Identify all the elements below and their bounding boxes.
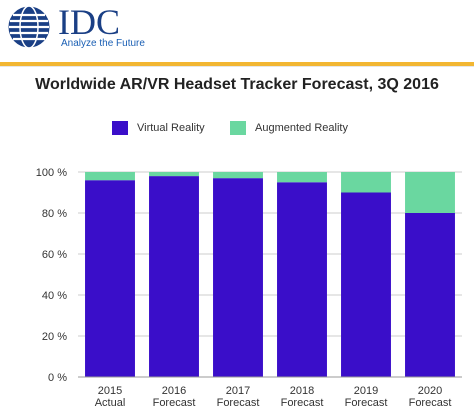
bar-virtual-reality [341, 192, 391, 377]
header-divider-shadow [0, 66, 474, 67]
x-tick-label: 2020 [418, 385, 442, 397]
y-tick-label: 20 % [42, 331, 67, 343]
bar-augmented-reality [277, 172, 327, 183]
y-tick-label: 0 % [48, 372, 67, 384]
x-tick-label: Forecast [217, 397, 260, 409]
x-tick-label: Forecast [345, 397, 388, 409]
bar-virtual-reality [149, 176, 199, 377]
globe-icon [7, 5, 51, 49]
chart-title: Worldwide AR/VR Headset Tracker Forecast… [35, 76, 439, 93]
brand-name: IDC [58, 2, 120, 42]
legend-item-augmented-reality: Augmented Reality [230, 120, 348, 136]
y-tick-label: 80 % [42, 208, 67, 220]
header-divider [0, 62, 474, 66]
y-tick-label: 60 % [42, 249, 67, 261]
bar-augmented-reality [405, 172, 455, 213]
x-tick-label: Forecast [409, 397, 452, 409]
y-tick-label: 40 % [42, 290, 67, 302]
x-tick-label: 2019 [354, 385, 378, 397]
legend-swatch-augmented-reality [230, 121, 246, 135]
x-tick-label: 2015 [98, 385, 122, 397]
chart-legend: Virtual Reality Augmented Reality [0, 120, 474, 136]
bar-augmented-reality [149, 172, 199, 177]
stacked-bar-chart: 0 %20 %40 %60 %80 %100 %2015Actual2016Fo… [36, 167, 462, 409]
idc-logo[interactable]: IDC Analyze the Future [6, 4, 206, 54]
legend-label-augmented-reality: Augmented Reality [255, 122, 348, 134]
brand-tagline: Analyze the Future [61, 38, 145, 49]
x-tick-label: Actual [95, 397, 126, 409]
bar-virtual-reality [213, 178, 263, 377]
bar-augmented-reality [85, 172, 135, 181]
bar-augmented-reality [341, 172, 391, 193]
x-tick-label: 2018 [290, 385, 314, 397]
header-bar: IDC Analyze the Future [0, 0, 474, 60]
bar-virtual-reality [277, 182, 327, 377]
x-tick-label: Forecast [281, 397, 324, 409]
bar-augmented-reality [213, 172, 263, 179]
y-tick-label: 100 % [36, 167, 67, 179]
legend-label-virtual-reality: Virtual Reality [137, 122, 205, 134]
legend-swatch-virtual-reality [112, 121, 128, 135]
x-tick-label: 2017 [226, 385, 250, 397]
bar-virtual-reality [405, 213, 455, 377]
bar-virtual-reality [85, 180, 135, 377]
x-tick-label: Forecast [153, 397, 196, 409]
x-tick-label: 2016 [162, 385, 186, 397]
legend-item-virtual-reality: Virtual Reality [112, 120, 205, 136]
